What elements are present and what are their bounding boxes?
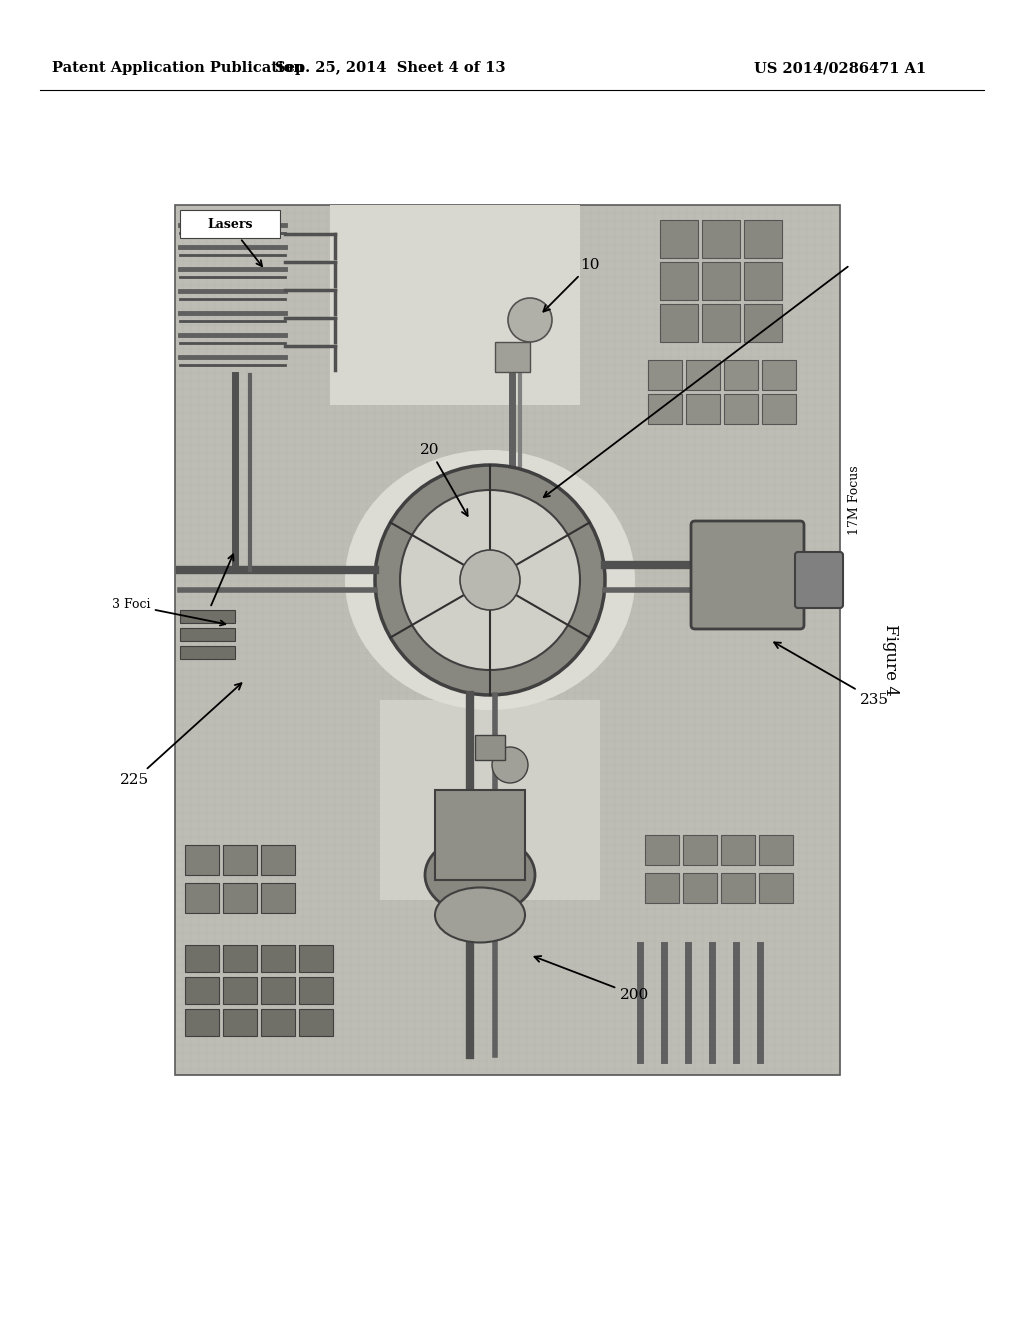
Ellipse shape (435, 887, 525, 942)
Bar (175, 205, 840, 1074)
Text: 225: 225 (120, 684, 242, 787)
Text: 17M Focus: 17M Focus (849, 465, 861, 535)
Bar (744, 261, 782, 300)
Bar (762, 360, 796, 389)
Bar (180, 610, 234, 623)
Text: Patent Application Publication: Patent Application Publication (52, 61, 304, 75)
Bar (299, 945, 333, 972)
Text: Figure 4: Figure 4 (882, 624, 898, 696)
Bar (686, 393, 720, 424)
Bar (185, 1008, 219, 1036)
Circle shape (400, 490, 580, 671)
Bar (724, 393, 758, 424)
Bar (660, 261, 698, 300)
Bar (299, 1008, 333, 1036)
Circle shape (375, 465, 605, 696)
Bar (223, 977, 257, 1005)
Bar (261, 945, 295, 972)
Bar (495, 342, 530, 372)
Bar (648, 393, 682, 424)
Text: 235: 235 (774, 643, 889, 708)
Bar (223, 883, 257, 913)
Bar (261, 977, 295, 1005)
Bar (645, 836, 679, 865)
Bar (702, 261, 740, 300)
Circle shape (492, 747, 528, 783)
Bar (744, 220, 782, 257)
Bar (744, 304, 782, 342)
FancyBboxPatch shape (691, 521, 804, 630)
Bar (759, 873, 793, 903)
Bar (185, 883, 219, 913)
Bar (185, 845, 219, 875)
Bar (759, 836, 793, 865)
Text: 20: 20 (420, 444, 468, 516)
Text: US 2014/0286471 A1: US 2014/0286471 A1 (754, 61, 926, 75)
Bar (648, 360, 682, 389)
Bar (185, 977, 219, 1005)
Bar (645, 873, 679, 903)
Text: 3 Foci: 3 Foci (112, 598, 225, 626)
Bar (762, 393, 796, 424)
Text: 10: 10 (544, 257, 599, 312)
Bar (660, 220, 698, 257)
Bar (185, 945, 219, 972)
Bar (261, 883, 295, 913)
Ellipse shape (425, 836, 535, 915)
Text: Sep. 25, 2014  Sheet 4 of 13: Sep. 25, 2014 Sheet 4 of 13 (274, 61, 505, 75)
Bar (261, 1008, 295, 1036)
Circle shape (460, 550, 520, 610)
Bar (683, 836, 717, 865)
Bar (223, 945, 257, 972)
Bar (223, 845, 257, 875)
Bar (475, 735, 505, 760)
FancyBboxPatch shape (795, 552, 843, 609)
Bar (702, 304, 740, 342)
Bar (180, 210, 280, 238)
Bar (724, 360, 758, 389)
Bar (721, 873, 755, 903)
Bar (683, 873, 717, 903)
Bar (435, 789, 525, 880)
Text: Lasers: Lasers (207, 218, 253, 231)
Circle shape (508, 298, 552, 342)
Bar (686, 360, 720, 389)
Bar (180, 645, 234, 659)
Bar (299, 977, 333, 1005)
Bar (380, 700, 600, 900)
Bar (330, 205, 580, 405)
Bar (180, 628, 234, 642)
Ellipse shape (345, 450, 635, 710)
Bar (223, 1008, 257, 1036)
Text: 200: 200 (535, 956, 649, 1002)
Bar (261, 845, 295, 875)
Bar (702, 220, 740, 257)
Bar (721, 836, 755, 865)
Bar (660, 304, 698, 342)
